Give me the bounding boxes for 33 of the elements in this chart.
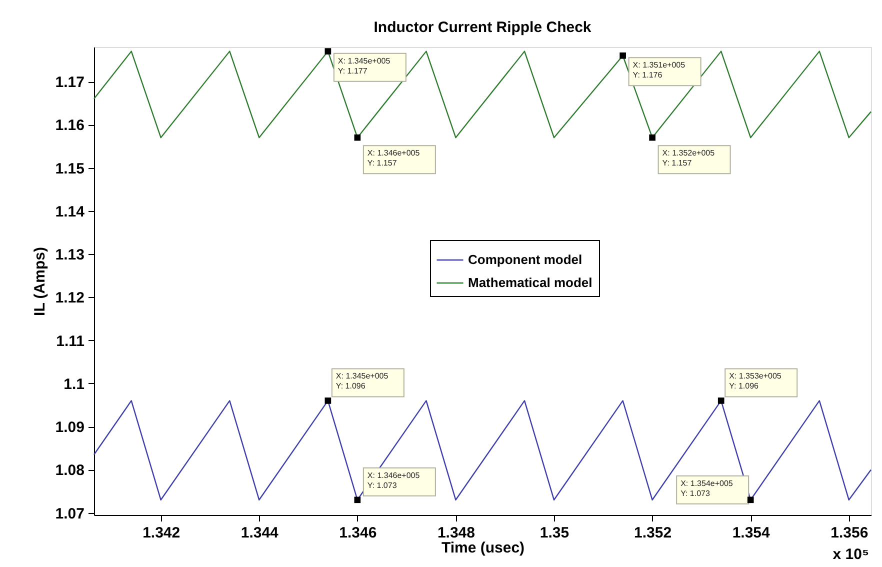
y-tick-label: 1.16 (55, 117, 84, 134)
legend-label: Mathematical model (468, 275, 592, 290)
y-tick-label: 1.17 (55, 74, 84, 92)
y-tick-label: 1.14 (55, 203, 86, 220)
x-tick-label: 1.356 (830, 524, 868, 542)
y-tick-label: 1.09 (55, 419, 84, 436)
y-tick-label: 1.15 (55, 160, 84, 178)
annotation: X: 1.352e+005 Y: 1.157 (662, 148, 716, 168)
x-tick-label: 1.352 (634, 524, 672, 542)
x-tick-label: 1.342 (142, 524, 180, 542)
y-tick-label: 1.11 (56, 332, 84, 350)
x-tick-label: 1.346 (339, 524, 377, 542)
x-tick-label: 1.348 (437, 524, 475, 542)
annotation: X: 1.353e+005 Y: 1.096 (729, 372, 782, 391)
x-tick-label: 1.35 (540, 524, 570, 542)
annotation: X: 1.346e+005 Y: 1.073 (367, 470, 420, 490)
y-tick-label: 1.12 (55, 290, 84, 307)
x-tick-label: 1.354 (732, 524, 771, 542)
chart-title: Inductor Current Ripple Check (374, 19, 592, 36)
y-axis-title: IL (Amps) (31, 247, 48, 316)
legend-label: Component model (468, 252, 582, 267)
y-tick-label: 1.08 (55, 462, 84, 480)
y-tick-label: 1.13 (55, 246, 84, 264)
y-tick-label: 1.1 (64, 376, 84, 393)
x-axis-title: Time (usec) (441, 540, 525, 556)
annotation: X: 1.346e+005 Y: 1.157 (367, 148, 420, 168)
annotation: X: 1.354e+005 Y: 1.073 (680, 478, 734, 498)
annotation: X: 1.345e+005 Y: 1.177 (338, 56, 391, 76)
x-tick-label: 1.344 (240, 524, 280, 542)
y-tick-label: 1.07 (55, 505, 84, 522)
annotation: X: 1.351e+005 Y: 1.176 (632, 60, 686, 80)
annotation: X: 1.345e+005 Y: 1.096 (336, 372, 389, 391)
text: x 10⁵ (832, 546, 869, 563)
